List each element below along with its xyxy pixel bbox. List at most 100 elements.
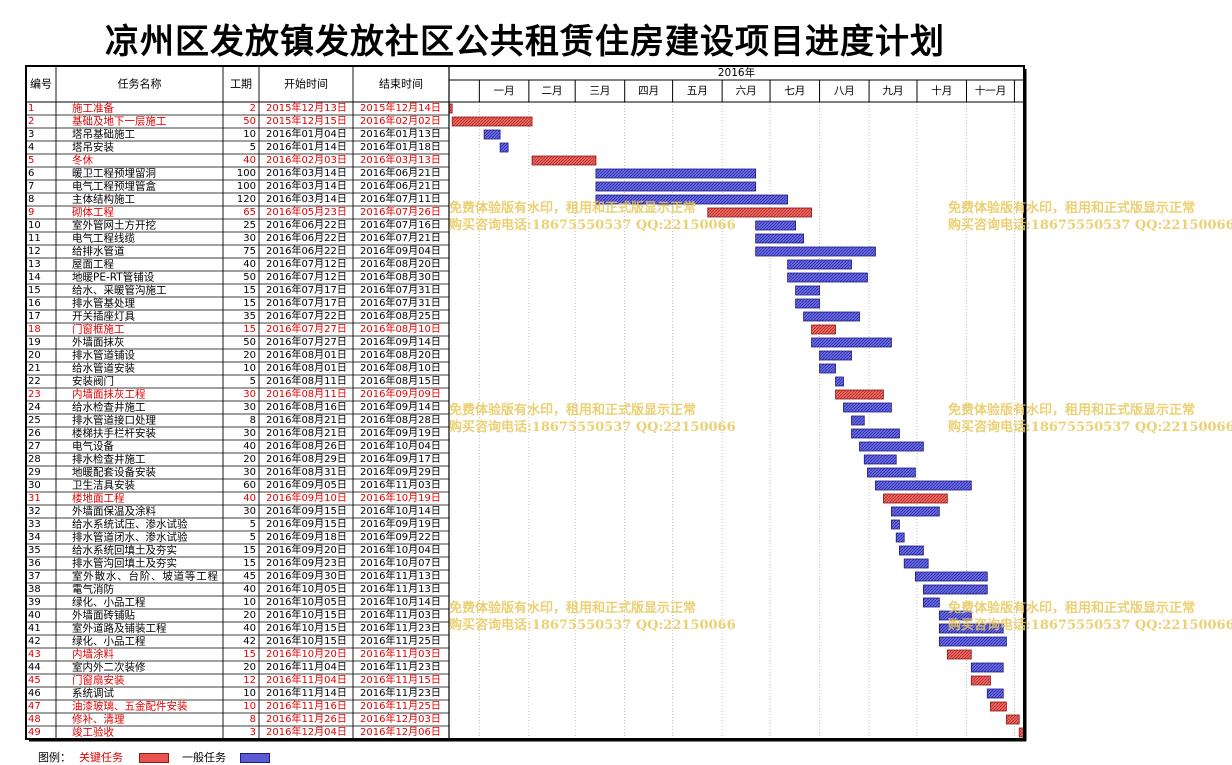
task-end: 2016年02月02日 (360, 114, 441, 127)
task-name: 排水管基处理 (72, 297, 135, 310)
task-name: 安装阀门 (72, 375, 114, 388)
task-id: 23 (28, 389, 41, 400)
task-end: 2015年12月14日 (360, 101, 441, 114)
task-end: 2016年11月23日 (360, 686, 441, 699)
task-end: 2016年09月29日 (360, 465, 441, 478)
task-duration: 20 (243, 350, 256, 361)
task-id: 41 (28, 623, 41, 634)
task-end: 2016年11月23日 (360, 621, 441, 634)
bar-normal-task (986, 688, 1004, 699)
task-end: 2016年08月20日 (360, 348, 441, 361)
task-end: 2016年09月17日 (360, 452, 441, 465)
month-label: 十月 (931, 84, 952, 97)
task-start: 2016年02月03日 (266, 153, 347, 166)
task-name: 暖卫工程预埋留洞 (72, 167, 156, 180)
task-start: 2016年10月20日 (266, 647, 347, 660)
task-duration: 5 (250, 142, 256, 153)
task-start: 2016年07月12日 (266, 257, 347, 270)
task-id: 3 (28, 129, 34, 140)
task-end: 2016年10月14日 (360, 595, 441, 608)
task-id: 32 (28, 506, 41, 517)
task-duration: 40 (243, 493, 256, 504)
task-id: 1 (28, 103, 34, 114)
task-duration: 40 (243, 441, 256, 452)
task-name: 电气设备 (72, 440, 114, 453)
task-name: 排水管沟回填土及夯实 (72, 557, 177, 570)
task-duration: 8 (250, 415, 256, 426)
task-start: 2016年03月14日 (266, 166, 347, 179)
task-duration: 15 (243, 324, 256, 335)
task-end: 2016年09月22日 (360, 530, 441, 543)
bar-normal-task (891, 506, 940, 517)
task-id: 40 (28, 610, 41, 621)
chart-title: 凉州区发放镇发放社区公共租赁住房建设项目进度计划 (105, 22, 945, 62)
task-name: 给排水管道 (72, 245, 125, 258)
month-label: 四月 (638, 85, 659, 97)
bar-normal-task (914, 571, 988, 582)
task-id: 46 (28, 688, 41, 699)
task-duration: 10 (243, 363, 256, 374)
task-name: 外墙面保温及涂料 (72, 505, 156, 518)
task-end: 2016年11月03日 (360, 478, 441, 491)
bar-key-task (707, 207, 812, 218)
bar-normal-task (851, 415, 865, 426)
task-end: 2016年09月04日 (360, 244, 441, 257)
task-end: 2016年06月21日 (360, 166, 441, 179)
task-duration: 20 (243, 662, 256, 673)
task-end: 2016年11月25日 (360, 634, 441, 647)
legend-key-swatch (139, 753, 169, 763)
task-start: 2016年06月22日 (266, 231, 347, 244)
month-label: 八月 (834, 85, 855, 97)
bar-normal-task (819, 363, 836, 374)
task-start: 2016年01月14日 (266, 140, 347, 153)
task-name: 排水管道铺设 (72, 349, 135, 362)
task-end: 2016年06月21日 (360, 179, 441, 192)
task-name: 室外道路及铺装工程 (72, 622, 167, 635)
task-duration: 10 (243, 688, 256, 699)
task-duration: 25 (243, 220, 256, 231)
task-name: 楼梯扶手栏杆安装 (72, 427, 156, 440)
task-name: 开关插座灯具 (72, 310, 135, 323)
task-duration: 40 (243, 623, 256, 634)
bar-normal-task (851, 428, 900, 439)
bar-normal-task (835, 376, 844, 387)
task-name: 冬休 (72, 154, 93, 167)
task-duration: 30 (243, 428, 256, 439)
task-end: 2016年01月18日 (360, 140, 441, 153)
task-start: 2016年09月23日 (266, 556, 347, 569)
bar-normal-task (938, 636, 1007, 647)
task-end: 2016年08月20日 (360, 257, 441, 270)
task-name: 基础及地下一层施工 (72, 115, 167, 128)
bar-key-task (946, 649, 972, 660)
bar-normal-task (595, 168, 757, 179)
task-end: 2016年07月16日 (360, 218, 441, 231)
task-duration: 20 (243, 454, 256, 465)
task-duration: 30 (243, 402, 256, 413)
task-start: 2016年10月15日 (266, 634, 347, 647)
task-duration: 10 (243, 129, 256, 140)
task-start: 2016年09月15日 (266, 517, 347, 530)
bar-normal-task (903, 558, 929, 569)
task-end: 2016年11月25日 (360, 699, 441, 712)
task-name: 给水、采暖管沟施工 (72, 284, 167, 297)
header-5: 结束时间 (379, 78, 423, 91)
task-duration: 50 (243, 337, 256, 348)
task-id: 14 (28, 272, 41, 283)
task-end: 2016年09月14日 (360, 335, 441, 348)
task-name: 绿化、小品工程 (72, 635, 146, 648)
task-start: 2016年08月21日 (266, 426, 347, 439)
task-duration: 50 (243, 116, 256, 127)
month-label: 十一月 (975, 84, 1007, 97)
task-duration: 40 (243, 259, 256, 270)
bar-normal-task (483, 129, 501, 140)
task-end: 2016年09月14日 (360, 400, 441, 413)
bar-normal-task (499, 142, 509, 153)
task-name: 排水管道闭水、渗水试验 (72, 531, 188, 544)
task-end: 2016年09月19日 (360, 517, 441, 530)
task-id: 39 (28, 597, 41, 608)
month-label: 五月 (687, 85, 708, 97)
task-name: 给水检查井施工 (72, 401, 146, 414)
task-end: 2016年01月13日 (360, 127, 441, 140)
task-start: 2016年03月14日 (266, 192, 347, 205)
task-duration: 100 (237, 181, 256, 192)
